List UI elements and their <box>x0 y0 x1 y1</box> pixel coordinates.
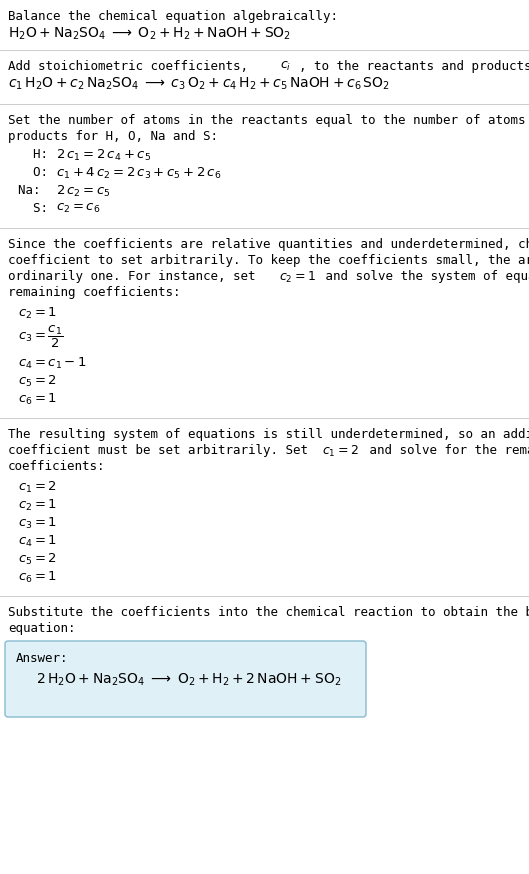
Text: coefficient must be set arbitrarily. Set: coefficient must be set arbitrarily. Set <box>8 444 315 457</box>
Text: $c_3 = 1$: $c_3 = 1$ <box>18 516 57 531</box>
Text: $c_1 + 4\,c_2 = 2\,c_3 + c_5 + 2\,c_6$: $c_1 + 4\,c_2 = 2\,c_3 + c_5 + 2\,c_6$ <box>56 166 222 181</box>
Text: Set the number of atoms in the reactants equal to the number of atoms in the: Set the number of atoms in the reactants… <box>8 114 529 127</box>
Text: The resulting system of equations is still underdetermined, so an additional: The resulting system of equations is sti… <box>8 428 529 441</box>
Text: products for H, O, Na and S:: products for H, O, Na and S: <box>8 130 218 143</box>
Text: $c_2 = 1$: $c_2 = 1$ <box>279 270 316 285</box>
Text: equation:: equation: <box>8 622 76 635</box>
Text: Balance the chemical equation algebraically:: Balance the chemical equation algebraica… <box>8 10 338 23</box>
Text: coefficients:: coefficients: <box>8 460 105 473</box>
Text: $2\,\mathrm{H_2O} + \mathrm{Na_2SO_4} \;\longrightarrow\; \mathrm{O_2} + \mathrm: $2\,\mathrm{H_2O} + \mathrm{Na_2SO_4} \;… <box>36 672 341 689</box>
Text: $c_1 = 2$: $c_1 = 2$ <box>322 444 359 459</box>
Text: $c_5 = 2$: $c_5 = 2$ <box>18 552 57 567</box>
Text: S:: S: <box>18 202 56 215</box>
Text: remaining coefficients:: remaining coefficients: <box>8 286 180 299</box>
Text: , to the reactants and products:: , to the reactants and products: <box>299 60 529 73</box>
Text: $c_3 = \dfrac{c_1}{2}$: $c_3 = \dfrac{c_1}{2}$ <box>18 324 63 350</box>
Text: O:: O: <box>18 166 56 179</box>
Text: Answer:: Answer: <box>16 652 68 665</box>
Text: Substitute the coefficients into the chemical reaction to obtain the balanced: Substitute the coefficients into the che… <box>8 606 529 619</box>
Text: and solve for the remaining: and solve for the remaining <box>362 444 529 457</box>
Text: $c_1\,\mathrm{H_2O} + c_2\,\mathrm{Na_2SO_4} \;\longrightarrow\; c_3\,\mathrm{O_: $c_1\,\mathrm{H_2O} + c_2\,\mathrm{Na_2S… <box>8 76 390 93</box>
FancyBboxPatch shape <box>5 641 366 717</box>
Text: $c_5 = 2$: $c_5 = 2$ <box>18 374 57 389</box>
Text: $\mathrm{H_2O + Na_2SO_4 \;\longrightarrow\; O_2 + H_2 + NaOH + SO_2}$: $\mathrm{H_2O + Na_2SO_4 \;\longrightarr… <box>8 26 291 43</box>
Text: ordinarily one. For instance, set: ordinarily one. For instance, set <box>8 270 263 283</box>
Text: $c_2 = 1$: $c_2 = 1$ <box>18 306 57 321</box>
Text: $c_1 = 2$: $c_1 = 2$ <box>18 480 57 495</box>
Text: Add stoichiometric coefficients,: Add stoichiometric coefficients, <box>8 60 256 73</box>
Text: H:: H: <box>18 148 56 161</box>
Text: Since the coefficients are relative quantities and underdetermined, choose a: Since the coefficients are relative quan… <box>8 238 529 251</box>
Text: $2\,c_2 = c_5$: $2\,c_2 = c_5$ <box>56 184 111 199</box>
Text: and solve the system of equations for the: and solve the system of equations for th… <box>318 270 529 283</box>
Text: Na:: Na: <box>18 184 48 197</box>
Text: $c_i$: $c_i$ <box>280 60 291 73</box>
Text: $c_2 = 1$: $c_2 = 1$ <box>18 498 57 513</box>
Text: $c_6 = 1$: $c_6 = 1$ <box>18 392 57 407</box>
Text: $c_4 = 1$: $c_4 = 1$ <box>18 534 57 549</box>
Text: $c_4 = c_1 - 1$: $c_4 = c_1 - 1$ <box>18 356 87 371</box>
Text: $c_6 = 1$: $c_6 = 1$ <box>18 570 57 585</box>
Text: $2\,c_1 = 2\,c_4 + c_5$: $2\,c_1 = 2\,c_4 + c_5$ <box>56 148 151 163</box>
Text: $c_2 = c_6$: $c_2 = c_6$ <box>56 202 101 215</box>
Text: coefficient to set arbitrarily. To keep the coefficients small, the arbitrary va: coefficient to set arbitrarily. To keep … <box>8 254 529 267</box>
